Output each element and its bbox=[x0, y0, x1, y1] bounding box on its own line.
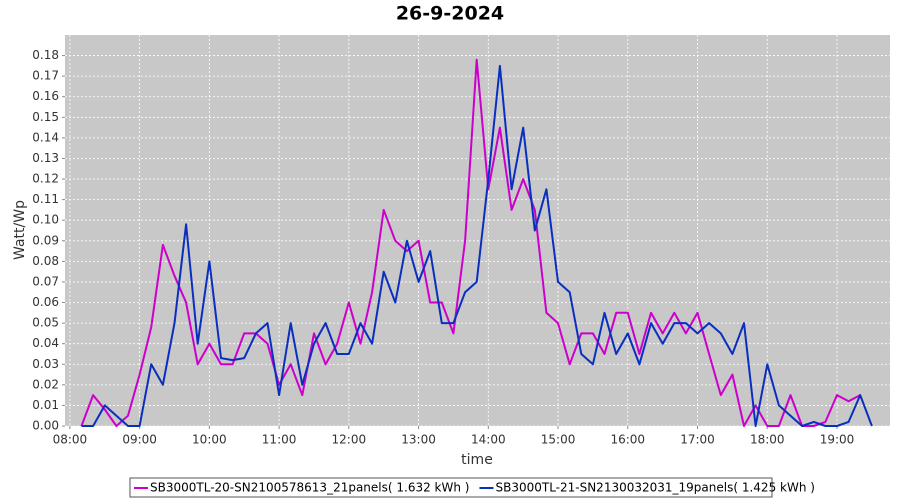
x-tick-label: 15:00 bbox=[541, 433, 576, 447]
y-tick-label: 0.17 bbox=[32, 69, 59, 83]
x-tick-label: 14:00 bbox=[471, 433, 506, 447]
y-tick-label: 0.15 bbox=[32, 110, 59, 124]
x-tick-label: 11:00 bbox=[262, 433, 297, 447]
y-tick-label: 0.18 bbox=[32, 48, 59, 62]
x-axis-label: time bbox=[461, 452, 493, 468]
x-tick-label: 17:00 bbox=[680, 433, 715, 447]
series-line bbox=[81, 64, 873, 427]
x-tick-label: 19:00 bbox=[820, 433, 855, 447]
legend-label: SB3000TL-21-SN2130032031_19panels( 1.425… bbox=[495, 481, 814, 495]
y-axis-label: Watt/Wp bbox=[12, 200, 28, 260]
y-tick-label: 0.05 bbox=[32, 316, 59, 330]
y-tick-label: 0.06 bbox=[32, 295, 59, 309]
y-tick-label: 0.00 bbox=[32, 419, 59, 433]
x-tick-label: 13:00 bbox=[401, 433, 436, 447]
series-line bbox=[80, 58, 861, 427]
chart-title: 26-9-2024 bbox=[396, 3, 504, 25]
x-tick-label: 12:00 bbox=[332, 433, 367, 447]
y-tick-label: 0.01 bbox=[32, 398, 59, 412]
y-tick-label: 0.09 bbox=[32, 233, 59, 247]
y-tick-label: 0.08 bbox=[32, 254, 59, 268]
y-tick-label: 0.04 bbox=[32, 336, 59, 350]
x-tick-label: 10:00 bbox=[192, 433, 227, 447]
y-tick-label: 0.03 bbox=[32, 357, 59, 371]
y-tick-label: 0.11 bbox=[32, 192, 59, 206]
legend bbox=[129, 477, 773, 498]
y-tick-label: 0.12 bbox=[32, 172, 59, 186]
x-tick-label: 18:00 bbox=[750, 433, 785, 447]
y-tick-label: 0.13 bbox=[32, 151, 59, 165]
legend-label: SB3000TL-20-SN2100578613_21panels( 1.632… bbox=[150, 481, 469, 495]
x-tick-label: 16:00 bbox=[610, 433, 645, 447]
x-tick-label: 09:00 bbox=[122, 433, 157, 447]
y-tick-label: 0.07 bbox=[32, 274, 59, 288]
plot-area bbox=[65, 35, 890, 426]
y-tick-label: 0.16 bbox=[32, 89, 59, 103]
y-tick-label: 0.14 bbox=[32, 130, 59, 144]
x-tick-label: 08:00 bbox=[53, 433, 88, 447]
y-tick-label: 0.02 bbox=[32, 377, 59, 391]
y-tick-label: 0.10 bbox=[32, 213, 59, 227]
